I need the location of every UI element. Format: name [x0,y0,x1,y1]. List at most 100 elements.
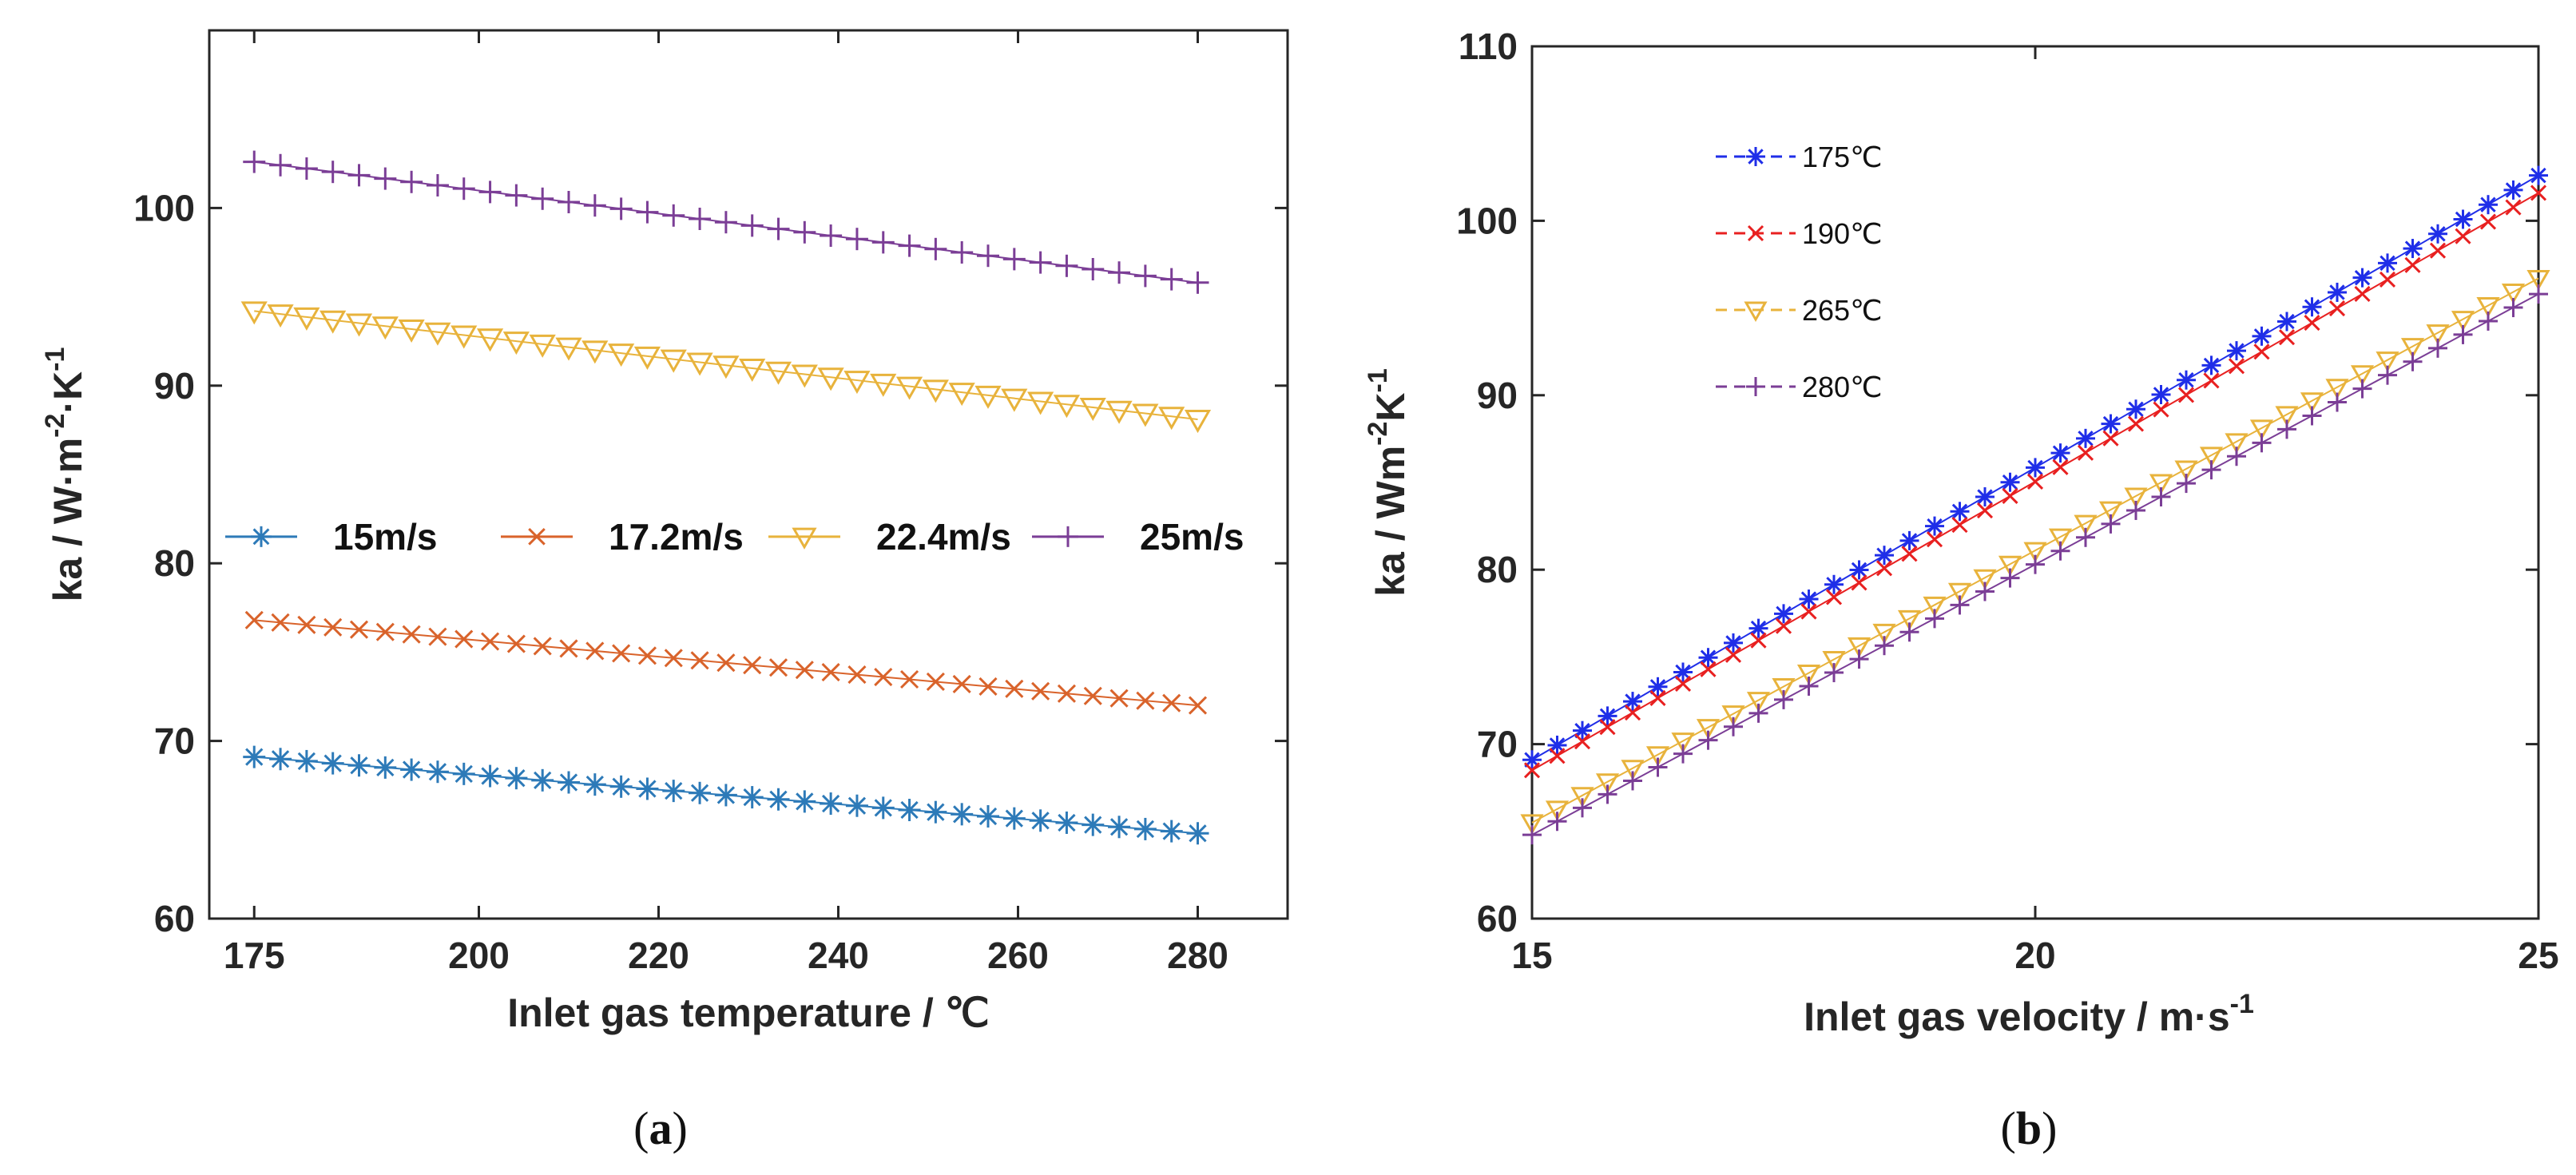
panel-a-ticks: 175 200 220 240 260 280 60 70 80 90 100 [133,30,1288,976]
panel-b-data-point-d2 [1977,489,1993,505]
panel-a-data-point [349,620,369,639]
panel-a-data-point [1082,813,1105,836]
panel-a-data-point [1005,679,1024,698]
panel-b-data-point-d2 [2102,415,2119,432]
panel-b-data-point [2404,256,2421,273]
panel-b-data-point [1774,604,1793,624]
panel-a-plot-area [208,29,1289,920]
panel-b-data-point [2201,460,2221,480]
panel-a-data-point-d2 [559,773,578,792]
panel-a-data-point [1160,820,1183,843]
panel-a-data-point [244,610,264,629]
panel-a-data-point [690,651,709,670]
panel-b-data-point [2127,415,2145,432]
panel-a-x-tick-label: 200 [448,935,510,976]
panel-b-data-point-d2 [2354,269,2371,286]
panel-b-label-letter: b [2016,1102,2042,1154]
panel-b-data-point-d2 [2253,328,2270,344]
panel-a-x-tick-label: 240 [808,935,869,976]
panel-b-data-point [2350,365,2375,386]
panel-a-data-point [870,373,897,397]
panel-b-series-2 [1520,269,2550,835]
panel-b-series-3 [1522,284,2548,845]
panel-a-data-point [478,181,502,204]
panel-a-data-point [1158,407,1185,431]
panel-b-x-tick-label: 15 [1511,935,1552,976]
panel-a-data-point-d2 [874,667,893,687]
panel-b-data-point [2074,514,2098,536]
panel-b-data-point [1696,719,1721,740]
panel-a-data-point [345,313,373,337]
panel-a-data-point [1108,261,1131,284]
panel-a-data-point [924,237,947,260]
panel-b-data-point [1598,706,1617,726]
panel-a-data-point [1083,686,1102,705]
panel-b-data-point [1875,546,1894,566]
panel-b-data-point-d2 [2002,487,2018,505]
panel-a-y-label-sup2: -1 [40,347,70,371]
panel-b-legend-label: 190℃ [1802,217,1883,250]
panel-a-data-point [320,310,347,334]
panel-a-legend-item: 17.2m/s [501,516,744,558]
panel-b-data-point [1799,589,1819,609]
panel-b-data-point [2149,474,2173,495]
panel-a-data-point [374,756,397,779]
panel-b-data-point [1976,502,1994,519]
panel-a-data-point [609,775,633,798]
panel-a-data-point-d2 [743,788,761,807]
panel-a-data-point [1055,254,1078,277]
panel-b-data-point [1725,646,1742,663]
panel-a-data-point [426,173,449,196]
panel-b-data-point [1698,730,1718,750]
panel-b-data-point [2352,379,2372,399]
panel-a-data-point [558,190,580,213]
panel-a-data-point-d2 [874,799,892,817]
panel-a-data-point [768,658,788,677]
panel-b-x-axis-label: Inlet gas velocity / m·s-1 [1804,989,2254,1039]
panel-a-data-point-d2 [716,786,736,804]
panel-a-data-point-d2 [952,674,971,693]
panel-a-data-point [1133,264,1157,288]
panel-a-data-point [426,760,449,784]
panel-b-data-point [1573,798,1592,818]
panel-b-data-point [1700,661,1717,677]
panel-b-data-point-d2 [1976,502,1994,519]
panel-a-data-point-d2 [481,767,499,785]
panel-b-data-point [2076,428,2095,448]
panel-a-data-point [371,316,399,340]
panel-a-data-point [977,244,999,268]
panel-b-data-point-d2 [1775,617,1792,634]
panel-a-data-point [400,758,423,781]
panel-b-data-point-d2 [1927,518,1943,534]
panel-a-data-point [531,187,554,210]
panel-a-data-point [898,234,921,257]
panel-b-data-point [2503,298,2523,318]
panel-a-data-point [505,184,528,207]
panel-b-data-point [1648,677,1668,697]
panel-b-data-point-d2 [1776,605,1792,622]
panel-b-data-point [1674,675,1692,692]
panel-a-data-point-d2 [638,780,657,798]
panel-a-data-point [977,804,999,828]
panel-a-data-point [581,340,609,364]
panel-a-data-point [740,214,764,237]
panel-b-data-point [1746,692,1771,713]
panel-b-data-point-d2 [2177,387,2195,403]
panel-b-data-point-d2 [2505,199,2522,216]
panel-a-data-point [1132,403,1159,427]
panel-b-data-point [1998,555,2022,577]
panel-b-data-point [1947,582,1972,604]
panel-b-y-label-sup2: -1 [1363,368,1393,392]
panel-a-data-point [714,211,737,234]
panel-b-data-point [1673,662,1693,682]
panel-a-data-point-d2 [821,794,840,813]
panel-a-data-point-d2 [1109,818,1129,836]
panel-b-data-point-d2 [1649,679,1666,695]
panel-a-data-point-d2 [900,800,919,820]
panel-b-data-point-d2 [2228,358,2245,375]
panel-a-data-point-d2 [927,803,945,821]
panel-a-data-point [323,617,343,637]
panel-b-data-point [2302,297,2322,317]
panel-a-legend-item: 22.4m/s [768,516,1011,558]
panel-b-data-point [1923,596,1947,617]
